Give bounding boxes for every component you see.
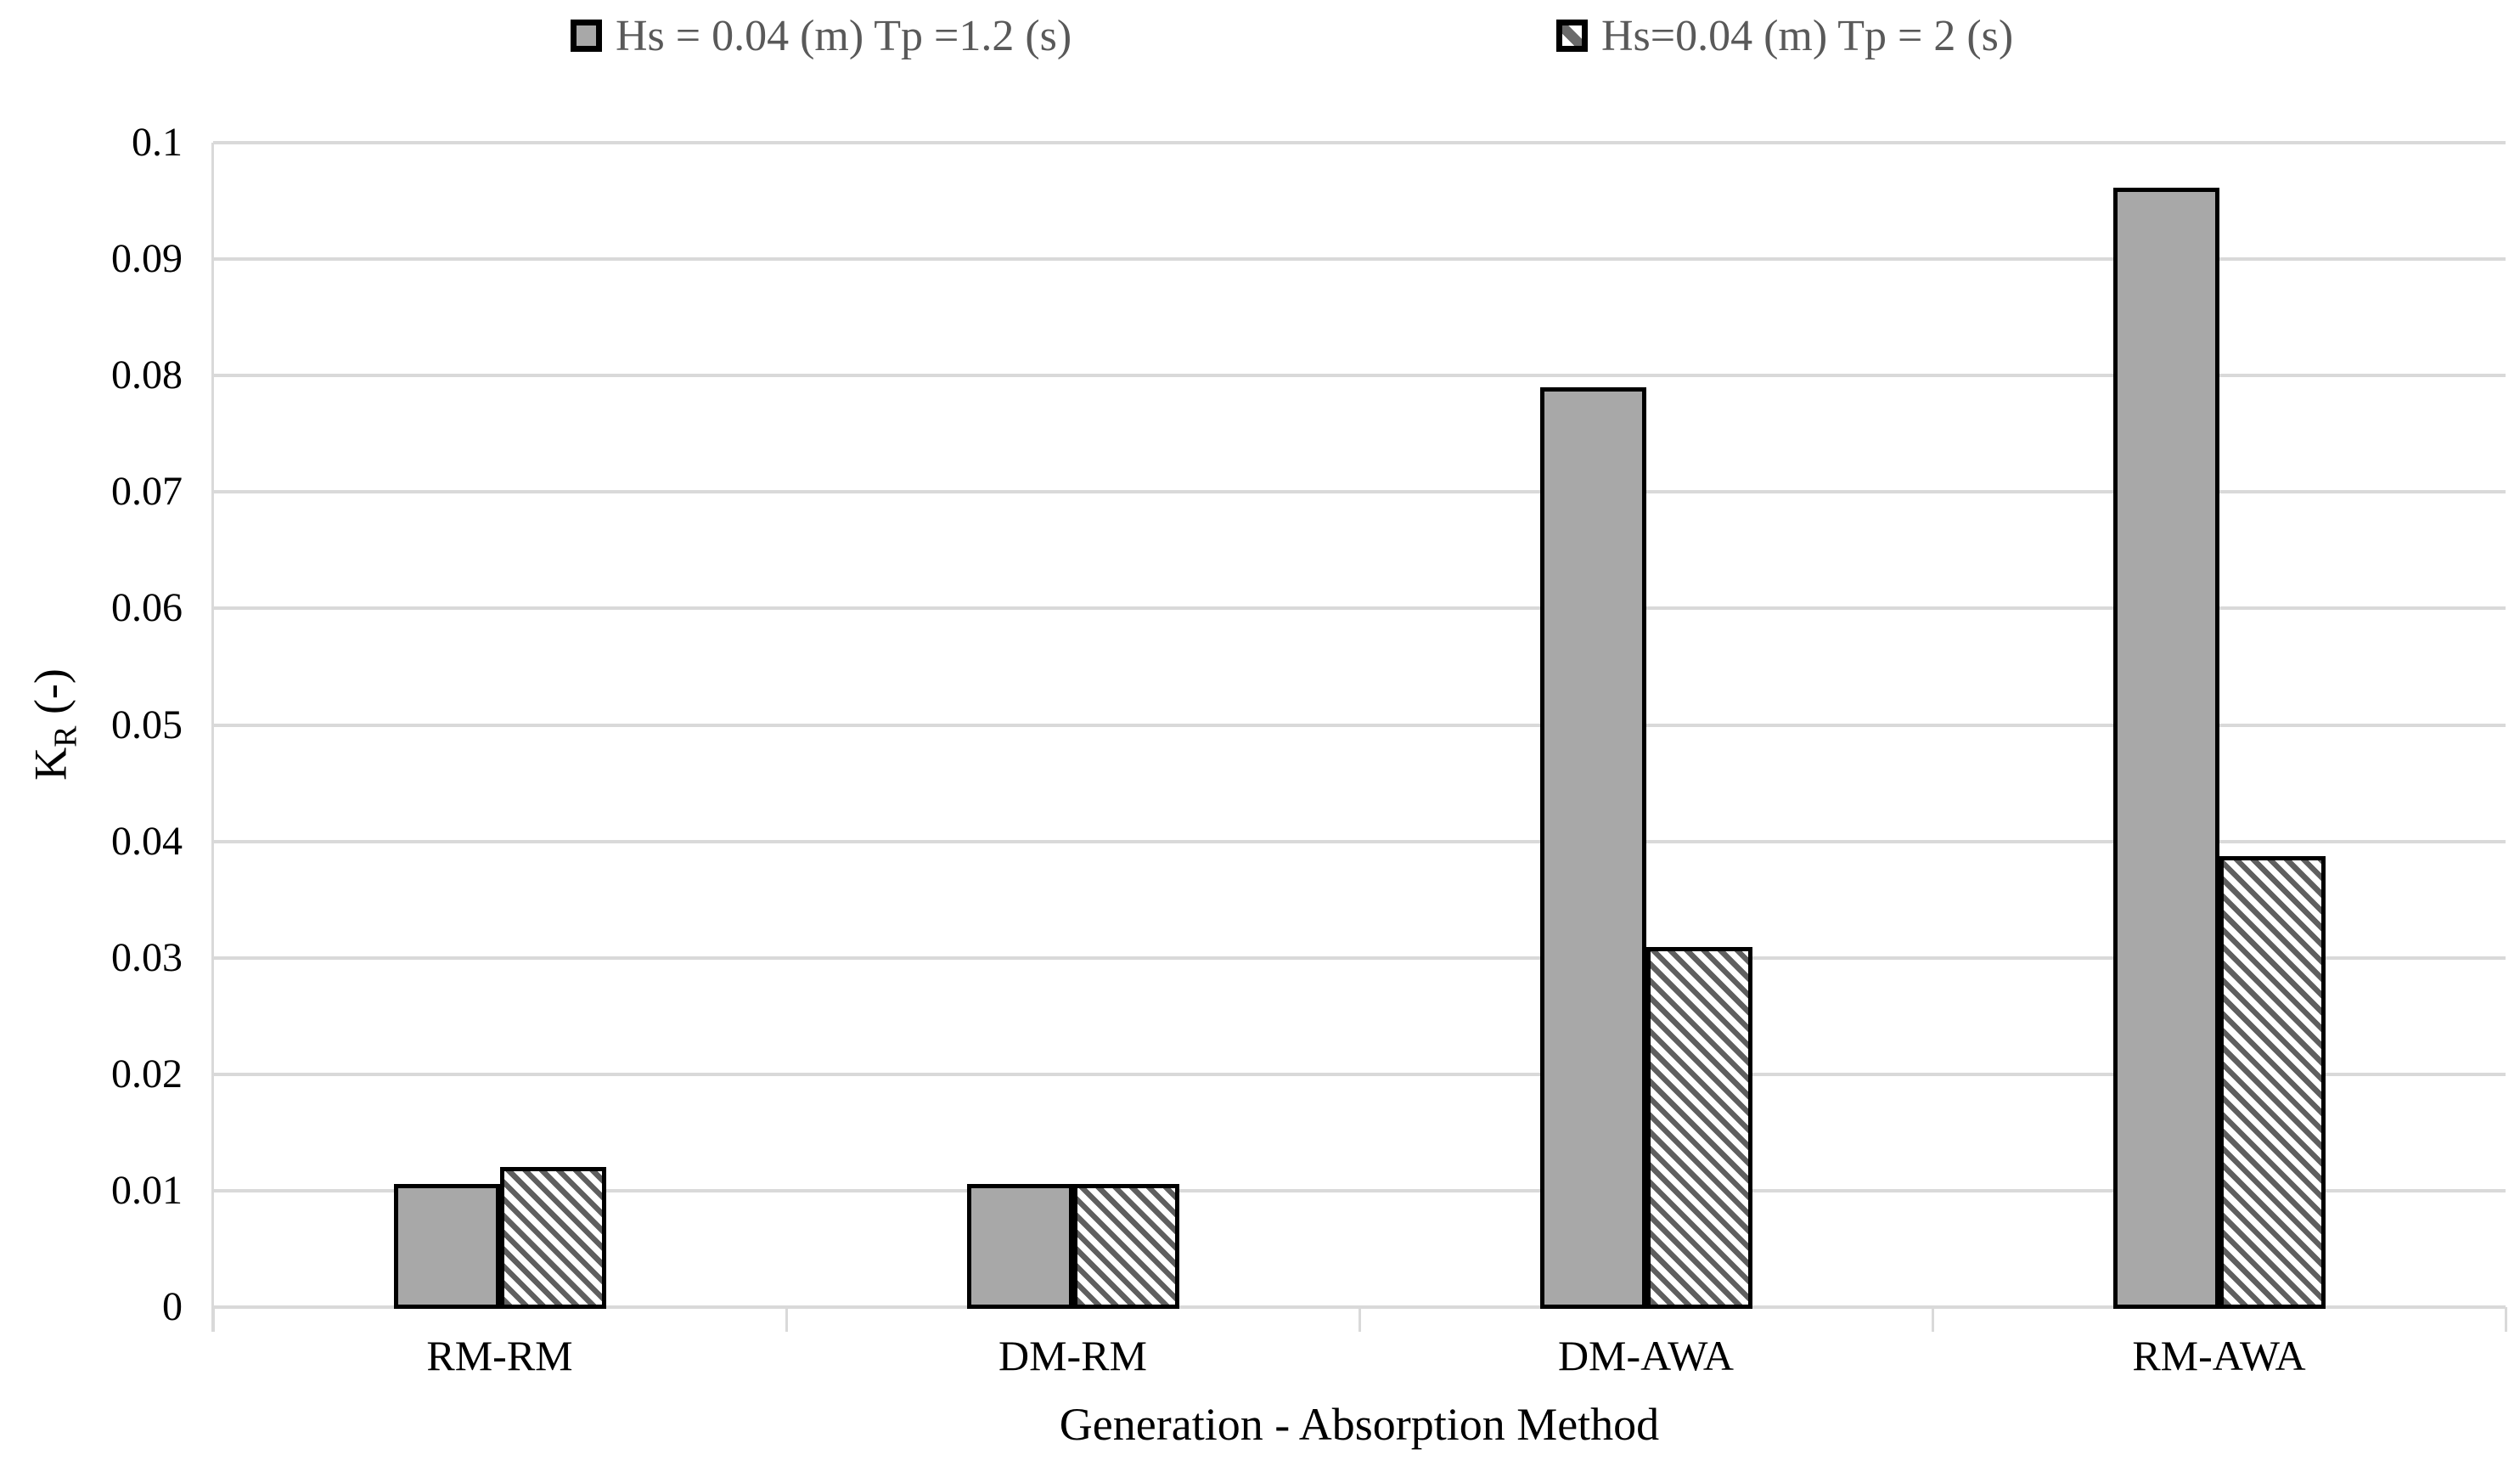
gridline-0.02 bbox=[213, 1072, 2506, 1076]
x-axis-tick bbox=[1932, 1307, 1934, 1332]
y-tick-label: 0.07 bbox=[111, 469, 183, 515]
gridline-0.01 bbox=[213, 1188, 2506, 1192]
gridline-0.04 bbox=[213, 839, 2506, 843]
x-axis-tick bbox=[785, 1307, 788, 1332]
y-tick-label: 0.01 bbox=[111, 1167, 183, 1213]
bar-hatched-DM-RM bbox=[1072, 1184, 1179, 1309]
x-tick-label-RM-AWA: RM-AWA bbox=[2132, 1332, 2306, 1379]
y-tick-label: 0.03 bbox=[111, 934, 183, 980]
gridline-0.03 bbox=[213, 956, 2506, 960]
x-tick-label-DM-RM: DM-RM bbox=[998, 1332, 1148, 1379]
x-axis-tick bbox=[212, 1307, 215, 1332]
x-axis-tick bbox=[1358, 1307, 1361, 1332]
x-tick-label-RM-RM: RM-RM bbox=[426, 1332, 573, 1379]
y-tick-label: 0.09 bbox=[111, 236, 183, 282]
y-tick-label: 0.04 bbox=[111, 818, 183, 864]
y-axis-title-main: K bbox=[25, 747, 76, 781]
y-axis-line bbox=[211, 143, 214, 1332]
y-tick-label: 0.06 bbox=[111, 585, 183, 631]
gridline-0.09 bbox=[213, 257, 2506, 262]
x-tick-label-DM-AWA: DM-AWA bbox=[1557, 1332, 1735, 1379]
legend-label-series-2: Hs=0.04 (m) Tp = 2 (s) bbox=[1601, 11, 2014, 60]
bar-hatched-RM-AWA bbox=[2219, 856, 2326, 1309]
y-tick-label: 0.05 bbox=[111, 702, 183, 747]
y-tick-label: 0.02 bbox=[111, 1051, 183, 1096]
x-axis-title: Generation - Absorption Method bbox=[1059, 1399, 1660, 1450]
y-tick-label: 0.1 bbox=[132, 120, 183, 165]
legend-item-series-2: Hs=0.04 (m) Tp = 2 (s) bbox=[1556, 11, 2014, 60]
bar-solid-DM-AWA bbox=[1539, 387, 1646, 1309]
legend-marker-hatched-icon bbox=[1556, 20, 1588, 52]
bar-hatched-RM-RM bbox=[499, 1167, 606, 1309]
gridline-0.06 bbox=[213, 606, 2506, 611]
gridline-0.08 bbox=[213, 374, 2506, 378]
y-tick-label: 0.08 bbox=[111, 352, 183, 398]
bar-solid-RM-AWA bbox=[2112, 188, 2219, 1309]
legend-marker-solid-gray-icon bbox=[571, 20, 602, 52]
legend-label-series-1: Hs = 0.04 (m) Tp =1.2 (s) bbox=[616, 11, 1072, 60]
x-axis-tick bbox=[2505, 1307, 2507, 1332]
y-tick-label: 0 bbox=[162, 1284, 183, 1329]
legend-item-series-1: Hs = 0.04 (m) Tp =1.2 (s) bbox=[571, 11, 1072, 60]
bar-hatched-DM-AWA bbox=[1645, 947, 1752, 1309]
gridline-0.05 bbox=[213, 723, 2506, 727]
bar-solid-DM-RM bbox=[966, 1184, 1073, 1309]
gridline-0.07 bbox=[213, 490, 2506, 494]
bar-solid-RM-RM bbox=[393, 1184, 500, 1309]
gridline-0.1 bbox=[213, 141, 2506, 144]
